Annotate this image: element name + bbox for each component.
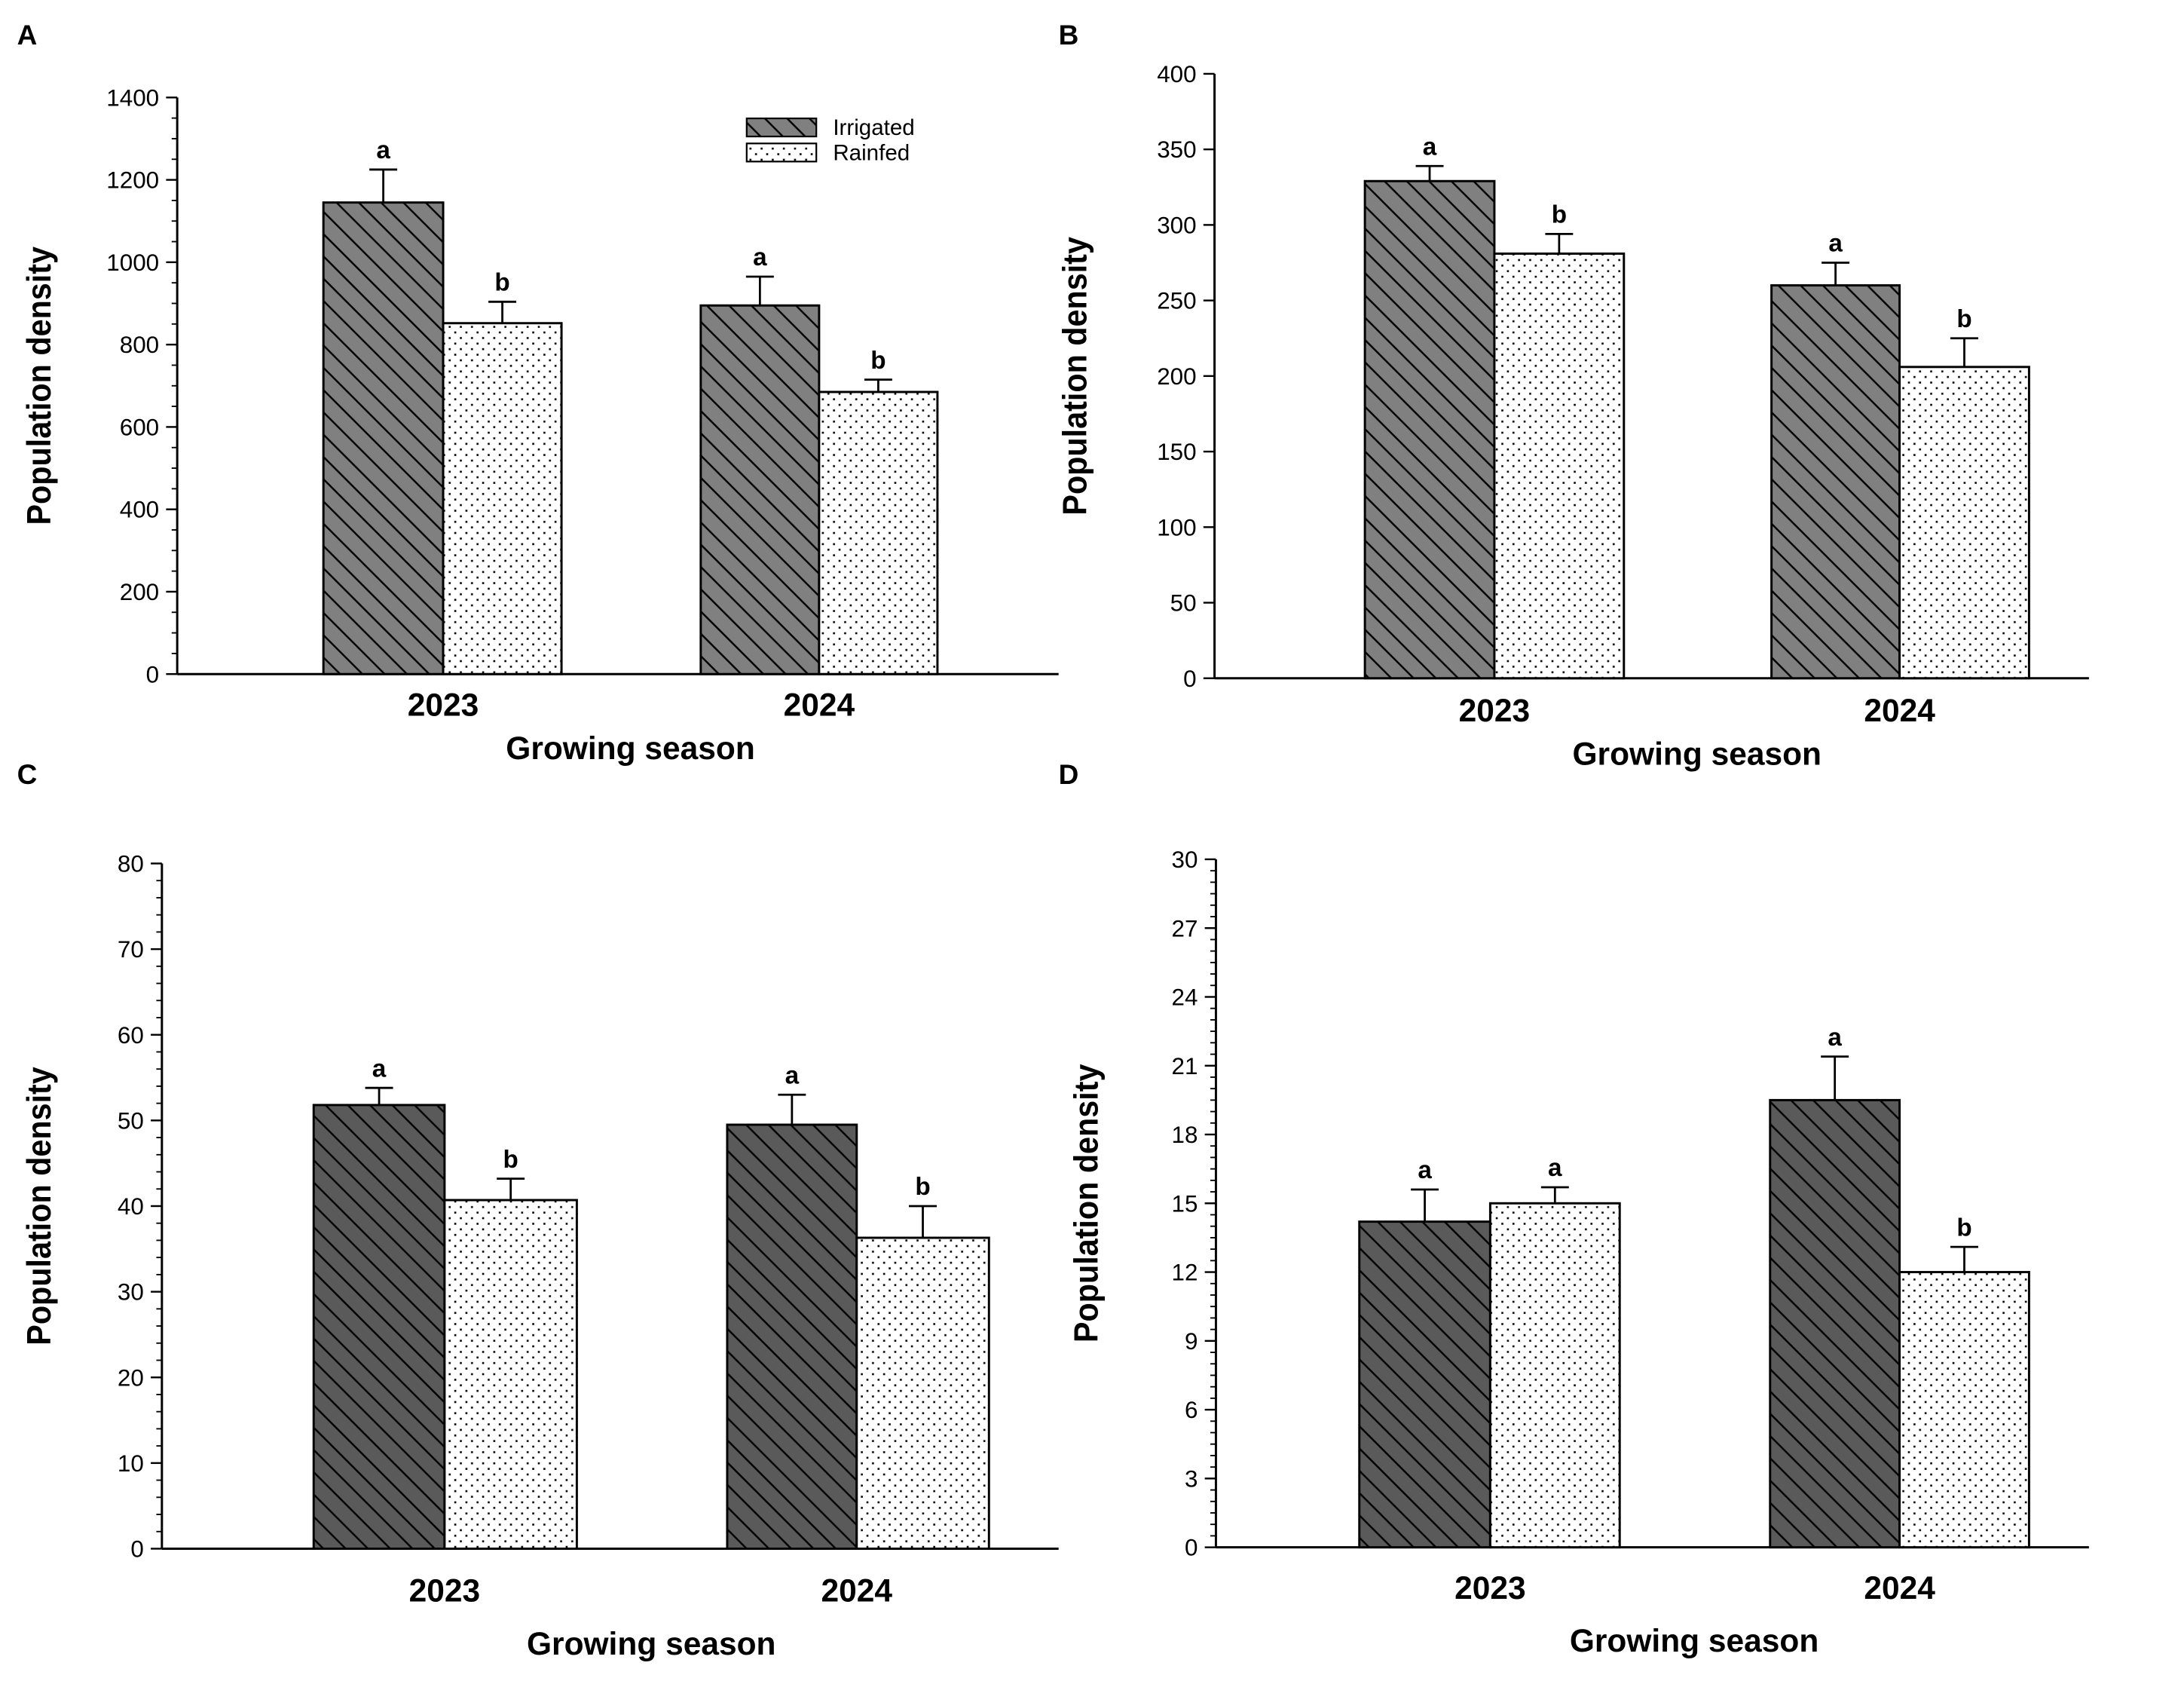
significance-letter: b xyxy=(1552,201,1567,229)
y-axis-label: Population density xyxy=(1057,237,1094,516)
y-tick-label: 15 xyxy=(1171,1190,1198,1217)
y-tick-label: 250 xyxy=(1157,288,1196,314)
significance-letter: b xyxy=(915,1173,930,1201)
significance-letter: b xyxy=(870,347,886,375)
y-tick-label: 80 xyxy=(118,851,144,877)
y-axis-label: Population density xyxy=(21,1067,58,1346)
category-label: 2023 xyxy=(1454,1571,1526,1606)
y-tick-label: 0 xyxy=(1185,1535,1198,1561)
y-tick-label: 30 xyxy=(118,1279,144,1306)
y-tick-label: 30 xyxy=(1171,847,1198,873)
y-tick-label: 20 xyxy=(118,1364,144,1391)
y-tick-label: 40 xyxy=(118,1193,144,1220)
panel-label: D xyxy=(1059,759,1079,790)
x-axis-label: Growing season xyxy=(527,1627,775,1662)
y-tick-label: 50 xyxy=(1170,590,1197,617)
category-label: 2024 xyxy=(1864,694,1935,729)
category-label: 2024 xyxy=(784,688,855,724)
category-label: 2023 xyxy=(1459,694,1531,729)
significance-letter: a xyxy=(1418,1156,1432,1184)
significance-letter: b xyxy=(494,269,509,297)
y-tick-label: 0 xyxy=(146,661,159,687)
y-tick-label: 1400 xyxy=(106,84,159,111)
y-tick-label: 18 xyxy=(1171,1122,1198,1148)
significance-letter: b xyxy=(1956,1214,1971,1242)
y-tick-label: 200 xyxy=(1157,363,1196,390)
y-tick-label: 100 xyxy=(1157,514,1196,540)
bar-rainfed xyxy=(442,322,563,675)
y-axis-label: Population density xyxy=(21,246,58,525)
legend-label: Irrigated xyxy=(833,115,914,140)
y-tick-label: 800 xyxy=(120,332,159,358)
bar-rainfed xyxy=(855,1236,990,1550)
y-tick-label: 6 xyxy=(1185,1397,1198,1423)
y-tick-label: 1000 xyxy=(106,250,159,276)
y-tick-label: 0 xyxy=(130,1536,143,1563)
bar-rainfed xyxy=(1493,252,1626,680)
y-tick-label: 27 xyxy=(1171,915,1198,942)
legend-swatch-irrigated xyxy=(745,117,818,138)
significance-letter: a xyxy=(1423,133,1437,161)
bar-irrigated xyxy=(699,304,821,675)
category-label: 2024 xyxy=(1864,1571,1935,1606)
y-axis-label: Population density xyxy=(1068,1064,1105,1343)
y-tick-label: 350 xyxy=(1157,136,1196,163)
legend-swatch-rainfed xyxy=(745,142,818,163)
legend-label: Rainfed xyxy=(833,140,910,165)
bar-irrigated xyxy=(1358,1220,1491,1549)
y-tick-label: 200 xyxy=(120,579,159,605)
bar-irrigated xyxy=(322,201,445,675)
y-tick-label: 70 xyxy=(118,936,144,963)
y-tick-label: 21 xyxy=(1171,1053,1198,1079)
significance-letter: b xyxy=(503,1146,518,1174)
bar-rainfed xyxy=(1898,366,2030,680)
category-label: 2023 xyxy=(409,1574,481,1609)
y-tick-label: 9 xyxy=(1185,1328,1198,1355)
y-tick-label: 24 xyxy=(1171,984,1198,1011)
bar-rainfed xyxy=(1898,1271,2030,1549)
x-axis-label: Growing season xyxy=(1570,1624,1819,1659)
significance-letter: a xyxy=(372,1055,387,1082)
y-tick-label: 400 xyxy=(1157,61,1196,87)
bar-irrigated xyxy=(1769,1098,1901,1549)
bar-irrigated xyxy=(726,1123,858,1550)
panel-label: B xyxy=(1059,20,1079,51)
x-axis-label: Growing season xyxy=(506,731,755,767)
significance-letter: a xyxy=(753,243,767,271)
panel-label: A xyxy=(17,20,38,51)
significance-letter: a xyxy=(1828,1024,1842,1052)
bar-irrigated xyxy=(1770,284,1901,680)
significance-letter: a xyxy=(376,136,390,164)
x-axis-label: Growing season xyxy=(1573,736,1822,772)
y-tick-label: 150 xyxy=(1157,439,1196,465)
significance-letter: a xyxy=(1548,1154,1562,1182)
y-tick-label: 400 xyxy=(120,497,159,523)
category-label: 2023 xyxy=(408,688,479,724)
bar-rainfed xyxy=(818,390,939,675)
significance-letter: a xyxy=(785,1061,800,1089)
significance-letter: a xyxy=(1828,230,1843,258)
bar-irrigated xyxy=(1363,179,1496,680)
y-tick-label: 1200 xyxy=(106,167,159,194)
panel-label: C xyxy=(17,759,38,790)
y-tick-label: 0 xyxy=(1183,666,1196,692)
y-tick-label: 3 xyxy=(1185,1465,1198,1492)
y-tick-label: 300 xyxy=(1157,212,1196,238)
bar-rainfed xyxy=(443,1199,578,1550)
y-tick-label: 10 xyxy=(118,1450,144,1477)
y-tick-label: 600 xyxy=(120,414,159,440)
y-tick-label: 60 xyxy=(118,1022,144,1049)
bar-rainfed xyxy=(1488,1202,1621,1549)
bar-irrigated xyxy=(312,1104,446,1550)
significance-letter: b xyxy=(1956,305,1971,333)
y-tick-label: 12 xyxy=(1171,1260,1198,1286)
y-tick-label: 50 xyxy=(118,1107,144,1134)
category-label: 2024 xyxy=(821,1574,893,1609)
